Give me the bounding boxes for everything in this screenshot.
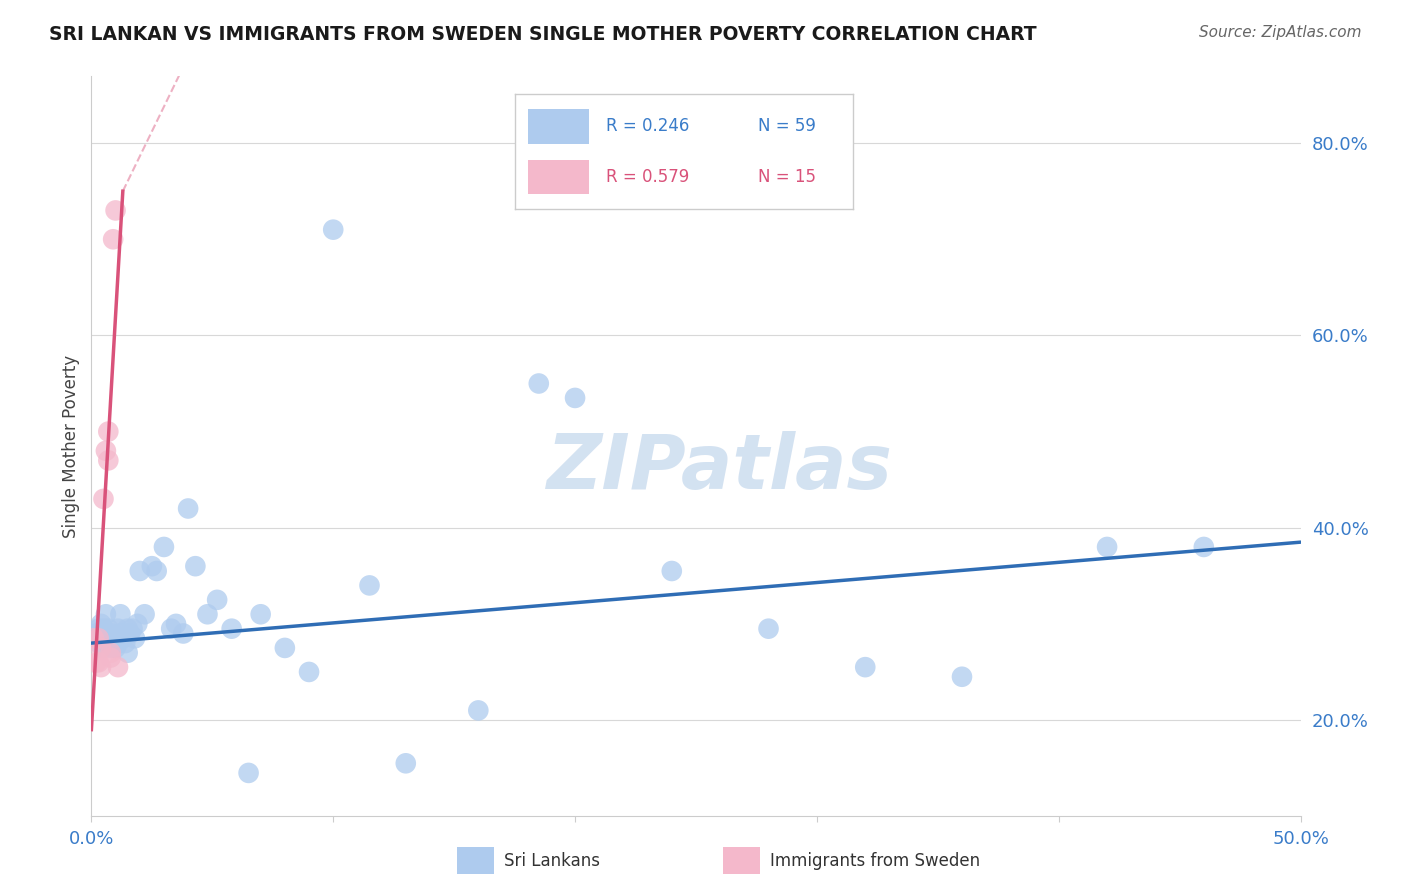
Point [93, 640, 115, 655]
Point [94, 607, 117, 622]
Point [90, 632, 112, 646]
Point [165, 616, 187, 631]
Point [94, 632, 117, 646]
Point [120, 626, 142, 640]
Point [322, 222, 344, 236]
Point [104, 632, 127, 646]
Point [1095, 540, 1118, 554]
Point [160, 622, 183, 636]
Point [1192, 540, 1215, 554]
Point [100, 646, 122, 660]
Point [661, 564, 683, 578]
Point [87, 656, 110, 670]
Point [107, 636, 129, 650]
Point [90, 660, 112, 674]
Point [564, 391, 586, 405]
Point [100, 632, 122, 646]
Point [758, 622, 780, 636]
Point [249, 607, 271, 622]
Point [184, 559, 207, 574]
Point [101, 232, 124, 246]
Point [83, 632, 105, 646]
Point [110, 607, 132, 622]
Point [83, 632, 105, 646]
Point [274, 640, 297, 655]
Point [127, 616, 149, 631]
Point [90, 616, 112, 631]
Point [141, 559, 163, 574]
Point [94, 443, 117, 458]
Point [238, 765, 260, 780]
Point [101, 626, 124, 640]
Text: ZIPatlas: ZIPatlas [547, 431, 893, 505]
Point [177, 501, 200, 516]
Point [197, 607, 219, 622]
Point [110, 626, 132, 640]
Point [124, 632, 146, 646]
Point [104, 640, 127, 655]
Point [298, 665, 321, 679]
Point [97, 425, 120, 439]
Text: Source: ZipAtlas.com: Source: ZipAtlas.com [1198, 25, 1361, 40]
Point [114, 636, 136, 650]
Point [145, 564, 167, 578]
Point [527, 376, 550, 391]
Point [100, 650, 122, 665]
Point [395, 756, 418, 771]
Point [128, 564, 150, 578]
Point [107, 660, 129, 674]
Point [111, 632, 134, 646]
Point [100, 640, 122, 655]
Point [97, 453, 120, 467]
Point [359, 578, 381, 592]
Point [117, 646, 139, 660]
Y-axis label: Single Mother Poverty: Single Mother Poverty [62, 354, 80, 538]
Point [134, 607, 156, 622]
Point [87, 622, 110, 636]
Point [950, 670, 973, 684]
Point [221, 622, 243, 636]
Point [853, 660, 876, 674]
Text: SRI LANKAN VS IMMIGRANTS FROM SWEDEN SINGLE MOTHER POVERTY CORRELATION CHART: SRI LANKAN VS IMMIGRANTS FROM SWEDEN SIN… [49, 25, 1036, 44]
Point [90, 640, 112, 655]
Point [84, 656, 107, 670]
Point [153, 540, 176, 554]
Point [84, 626, 107, 640]
Point [101, 636, 124, 650]
Point [104, 203, 127, 218]
Point [97, 636, 120, 650]
Point [93, 622, 115, 636]
Point [87, 636, 110, 650]
Point [172, 626, 194, 640]
Point [467, 703, 489, 717]
Point [117, 622, 139, 636]
Point [205, 592, 228, 607]
Point [93, 491, 115, 506]
Point [107, 622, 129, 636]
Point [121, 622, 143, 636]
Point [87, 632, 110, 646]
Point [97, 622, 120, 636]
